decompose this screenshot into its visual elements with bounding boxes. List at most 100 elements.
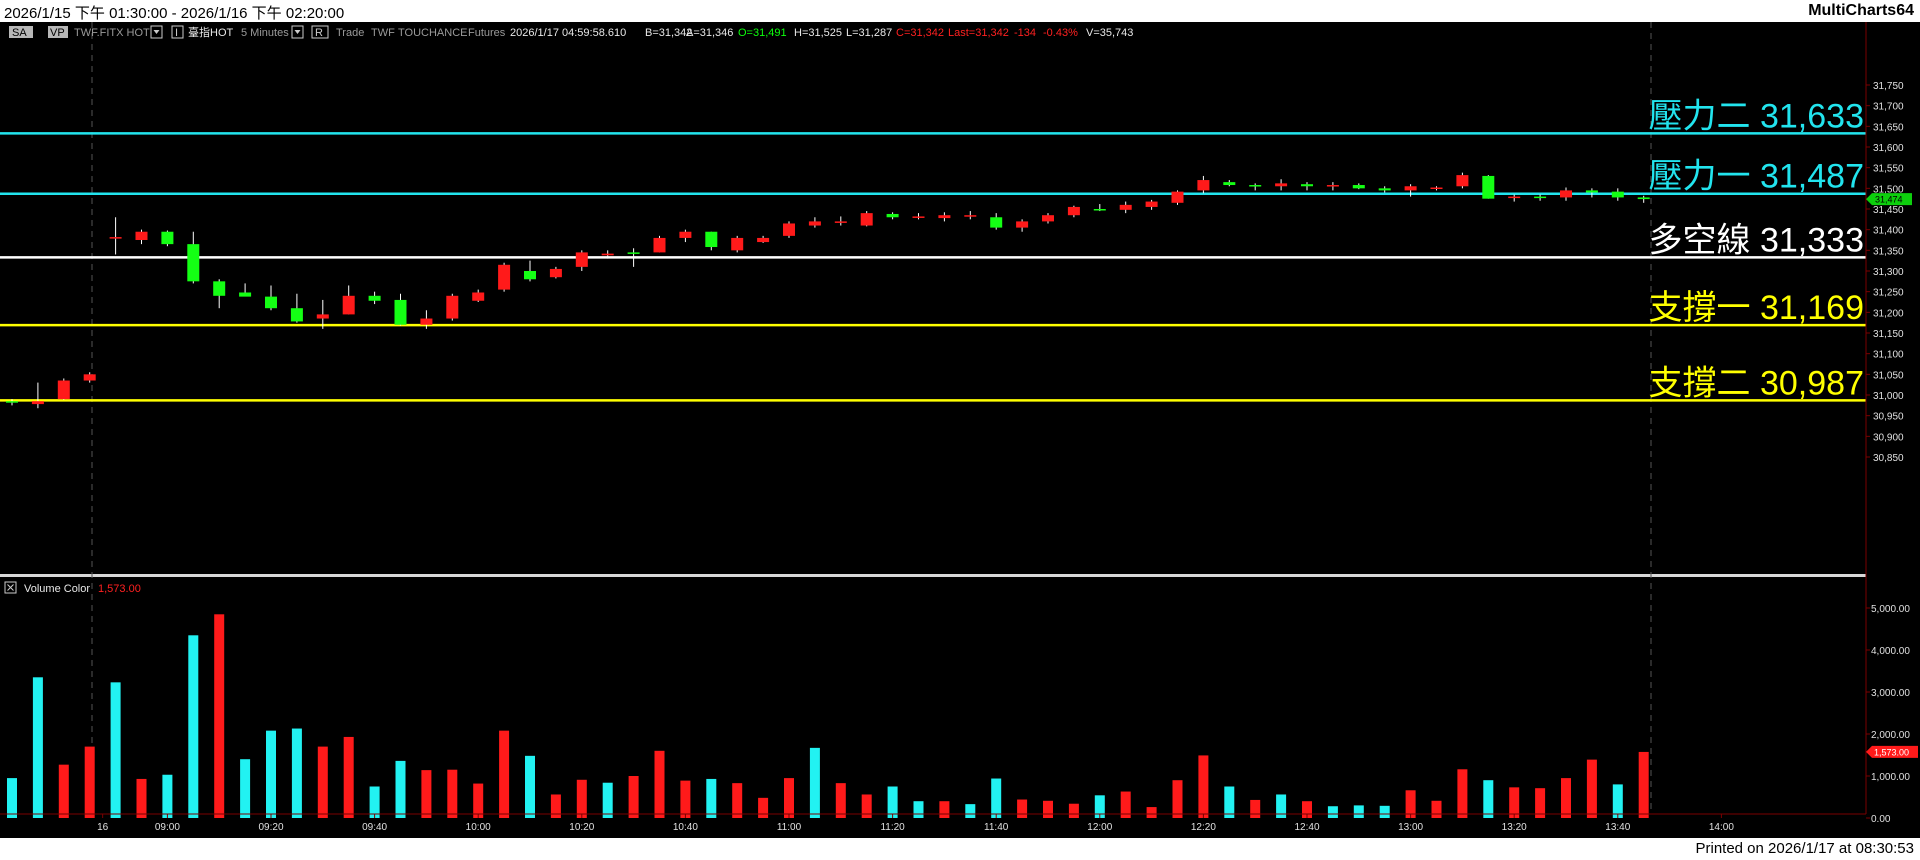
symbol-dropdown-icon[interactable] (150, 25, 163, 39)
volume-bar[interactable] (1405, 790, 1416, 818)
candle[interactable] (472, 289, 485, 302)
candle[interactable] (6, 399, 18, 406)
volume-bar[interactable] (1509, 787, 1520, 818)
candle[interactable] (1352, 183, 1365, 190)
candle[interactable] (1275, 179, 1288, 191)
candle[interactable] (187, 231, 200, 284)
volume-bar[interactable] (1638, 751, 1649, 818)
candle[interactable] (1508, 194, 1521, 202)
candle[interactable] (860, 211, 873, 227)
candle[interactable] (290, 293, 303, 323)
volume-bar[interactable] (680, 780, 691, 818)
volume-bar[interactable] (369, 786, 380, 819)
volume-bar[interactable] (939, 801, 950, 818)
volume-bar[interactable] (809, 747, 820, 818)
volume-bar[interactable] (84, 746, 95, 818)
sa-button-bg[interactable] (9, 26, 33, 38)
volume-bar[interactable] (499, 730, 510, 818)
volume-bar[interactable] (421, 770, 432, 818)
volume-bar[interactable] (447, 769, 458, 818)
info-button[interactable] (171, 25, 184, 39)
volume-bar[interactable] (58, 764, 69, 818)
volume-bar[interactable] (550, 794, 561, 818)
candle[interactable] (1197, 175, 1210, 194)
volume-bar[interactable] (473, 783, 484, 818)
candle[interactable] (1326, 182, 1339, 191)
volume-bar[interactable] (188, 635, 199, 818)
candle[interactable] (990, 213, 1003, 230)
candlesticks[interactable] (6, 172, 1650, 409)
volume-bar[interactable] (628, 776, 639, 818)
candle[interactable] (135, 229, 148, 245)
volume-bar[interactable] (266, 730, 276, 818)
volume-bar[interactable] (861, 794, 872, 818)
candle[interactable] (213, 279, 226, 309)
volume-bar[interactable] (1198, 755, 1209, 818)
candle[interactable] (783, 221, 795, 238)
candle[interactable] (912, 213, 925, 220)
candle[interactable] (265, 285, 277, 311)
r-button[interactable] (311, 25, 329, 39)
volume-bar[interactable] (214, 614, 225, 818)
interval-dropdown-icon[interactable] (291, 25, 304, 39)
volume-bar[interactable] (1379, 805, 1390, 818)
volume-bar[interactable] (1431, 800, 1442, 818)
volume-bar[interactable] (602, 782, 613, 818)
volume-bar[interactable] (525, 755, 535, 818)
volume-bar[interactable] (395, 760, 406, 818)
chart-area[interactable]: 壓力二 31,633 壓力一 31,487 多空線 31,333 支撐一 31,169… (0, 22, 1920, 838)
vp-button-bg[interactable] (48, 26, 68, 38)
volume-bar[interactable] (1483, 780, 1494, 818)
candle[interactable] (109, 217, 122, 255)
volume-bar[interactable] (887, 786, 898, 819)
candle[interactable] (679, 229, 692, 243)
candle[interactable] (1534, 194, 1547, 201)
volume-bar[interactable] (1457, 769, 1468, 818)
volume-bar[interactable] (1224, 786, 1235, 819)
volume-bar[interactable] (7, 778, 17, 818)
candle[interactable] (1145, 199, 1158, 210)
candle[interactable] (316, 299, 329, 329)
volume-bar[interactable] (706, 778, 717, 818)
volume-bar[interactable] (784, 778, 794, 818)
candle[interactable] (1611, 188, 1624, 201)
candle[interactable] (1067, 205, 1080, 218)
volume-bar[interactable] (1043, 800, 1053, 818)
volume-bar[interactable] (1068, 803, 1079, 818)
volume-bar[interactable] (1120, 791, 1131, 818)
candle[interactable] (1560, 187, 1572, 201)
volume-bar[interactable] (291, 728, 302, 818)
candle[interactable] (57, 378, 70, 400)
volume-bar[interactable] (162, 774, 173, 818)
candle[interactable] (368, 291, 381, 305)
vp-button[interactable]: VP (50, 27, 65, 39)
volume-bar[interactable] (1146, 807, 1157, 818)
volume-bar[interactable] (1172, 780, 1183, 818)
candle[interactable] (1456, 172, 1469, 189)
volume-bar[interactable] (1250, 799, 1261, 818)
volume-bar[interactable] (1535, 788, 1546, 818)
volume-bar[interactable] (1017, 799, 1028, 818)
candle[interactable] (731, 235, 744, 253)
candle[interactable] (498, 262, 511, 292)
candle[interactable] (1093, 204, 1106, 212)
candle[interactable] (808, 217, 821, 228)
candle[interactable] (342, 285, 355, 315)
candle[interactable] (757, 235, 770, 243)
candle[interactable] (1430, 186, 1443, 191)
volume-bar[interactable] (136, 778, 147, 818)
candle[interactable] (394, 293, 407, 326)
candle[interactable] (627, 248, 640, 267)
volume-bar[interactable] (835, 783, 846, 818)
volume-bar[interactable] (1353, 805, 1364, 818)
volume-bar[interactable] (110, 682, 121, 818)
sa-dropdown-icon[interactable] (36, 30, 43, 36)
volume-bar[interactable] (991, 778, 1002, 818)
candle[interactable] (601, 250, 614, 259)
candle[interactable] (1016, 219, 1029, 232)
candle[interactable] (1171, 190, 1184, 205)
candle[interactable] (1404, 184, 1417, 197)
volume-bar[interactable] (732, 783, 743, 818)
candle[interactable] (549, 266, 562, 279)
candle[interactable] (1249, 183, 1262, 191)
